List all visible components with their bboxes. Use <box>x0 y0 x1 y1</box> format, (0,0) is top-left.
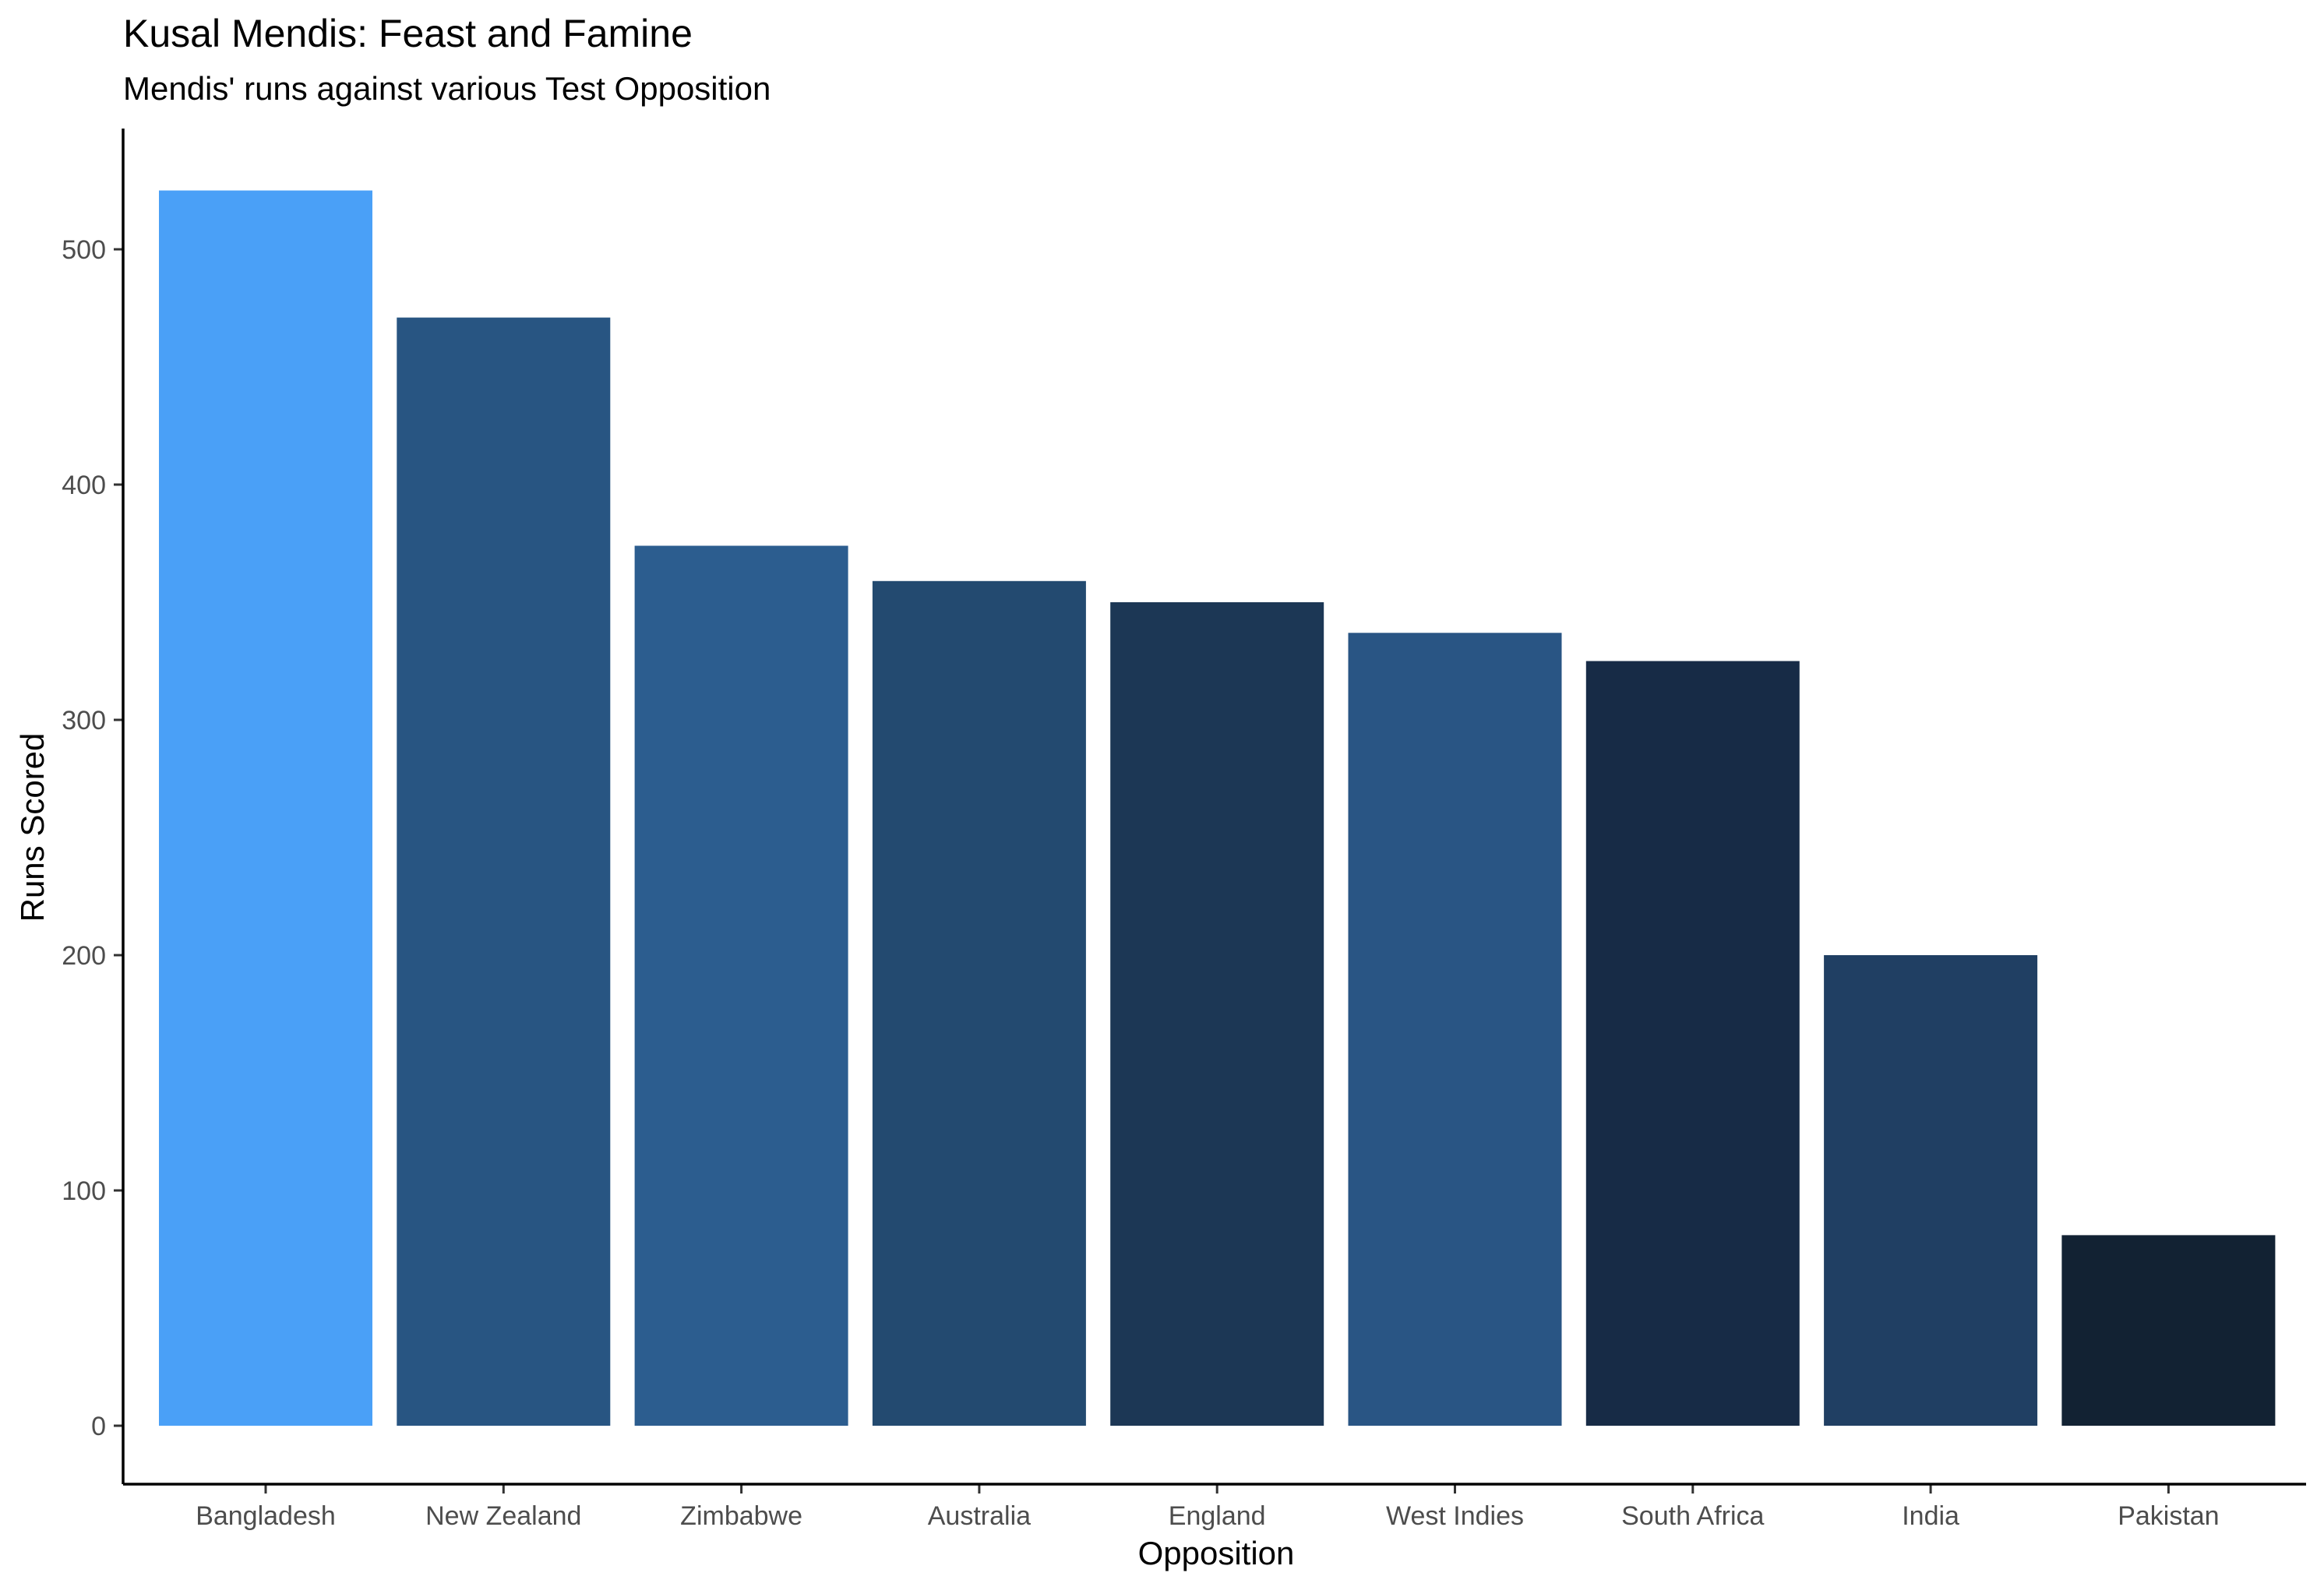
y-tick-label: 200 <box>62 941 106 971</box>
x-tick-label: England <box>1169 1501 1266 1531</box>
x-axis-title: Opposition <box>1138 1535 1295 1571</box>
x-tick-label: Zimbabwe <box>680 1501 802 1531</box>
x-tick-label: Pakistan <box>2118 1501 2219 1531</box>
x-tick-label: India <box>1902 1501 1959 1531</box>
bar-west-indies <box>1348 633 1562 1426</box>
chart-subtitle: Mendis' runs against various Test Opposi… <box>123 70 771 107</box>
bar-australia <box>872 580 1086 1426</box>
bar-zimbabwe <box>634 545 848 1426</box>
x-axis-ticks: Bangladesh New Zealand Zimbabwe Australia En… <box>196 1484 2220 1531</box>
x-tick-label: Bangladesh <box>196 1501 336 1531</box>
bar-new-zealand <box>397 317 611 1427</box>
bar-india <box>1824 955 2038 1426</box>
bars <box>159 190 2276 1427</box>
y-axis-title: Runs Scored <box>14 733 51 922</box>
y-tick-label: 0 <box>91 1412 106 1441</box>
y-tick-label: 500 <box>62 235 106 265</box>
y-tick-label: 300 <box>62 706 106 735</box>
bar-bangladesh <box>159 190 372 1426</box>
x-tick-label: South Africa <box>1621 1501 1764 1531</box>
bar-pakistan <box>2061 1235 2276 1426</box>
x-tick-label: West Indies <box>1386 1501 1524 1531</box>
bar-england <box>1110 602 1324 1426</box>
bar-south-africa <box>1585 661 1800 1426</box>
y-tick-label: 100 <box>62 1176 106 1206</box>
x-tick-label: Australia <box>928 1501 1031 1531</box>
y-axis-ticks: 0 100 200 300 400 500 <box>62 235 123 1441</box>
x-tick-label: New Zealand <box>425 1501 581 1531</box>
chart-title: Kusal Mendis: Feast and Famine <box>123 12 693 55</box>
y-tick-label: 400 <box>62 471 106 500</box>
